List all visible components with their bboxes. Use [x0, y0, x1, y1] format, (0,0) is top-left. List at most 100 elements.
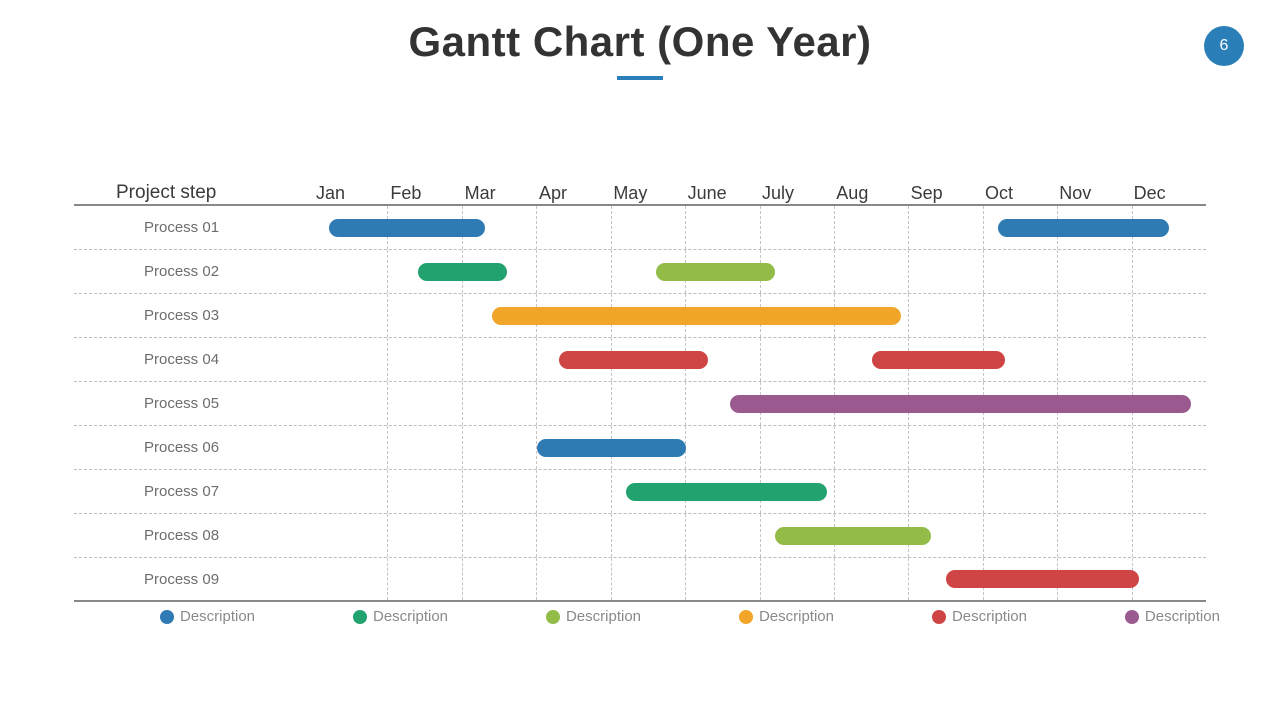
- gantt-bar: [626, 483, 827, 501]
- slide-title: Gantt Chart (One Year): [0, 18, 1280, 66]
- grid-line: [685, 426, 759, 469]
- grid-line: [314, 470, 387, 513]
- grid-line: [1132, 426, 1206, 469]
- grid-line: [462, 338, 536, 381]
- legend-swatch: [932, 610, 946, 624]
- month-headers: JanFebMarAprMayJuneJulyAugSepOctNovDec: [314, 183, 1206, 204]
- legend-item: Description: [932, 608, 1027, 625]
- gantt-bar: [492, 307, 901, 325]
- row-label: Process 04: [74, 351, 314, 368]
- grid-line: [611, 558, 685, 600]
- gantt-bar: [998, 219, 1169, 237]
- row-label: Process 02: [74, 263, 314, 280]
- grid-line: [387, 426, 461, 469]
- title-block: Gantt Chart (One Year): [0, 0, 1280, 80]
- gantt-header-row: Project step JanFebMarAprMayJuneJulyAugS…: [74, 168, 1206, 206]
- legend-label: Description: [373, 608, 448, 625]
- grid-line: [387, 470, 461, 513]
- row-label: Process 06: [74, 439, 314, 456]
- grid-lines: [314, 514, 1206, 557]
- legend-label: Description: [180, 608, 255, 625]
- gantt-bar: [329, 219, 485, 237]
- month-header: Apr: [537, 183, 611, 204]
- grid-line: [908, 470, 982, 513]
- grid-lines: [314, 338, 1206, 381]
- grid-line: [1132, 250, 1206, 293]
- grid-line: [536, 250, 610, 293]
- legend-swatch: [353, 610, 367, 624]
- grid-line: [1132, 470, 1206, 513]
- gantt-bar: [559, 351, 708, 369]
- row-grid: [314, 338, 1206, 381]
- grid-line: [536, 470, 610, 513]
- grid-line: [462, 382, 536, 425]
- gantt-row: Process 01: [74, 206, 1206, 250]
- legend-swatch: [739, 610, 753, 624]
- month-header: Mar: [463, 183, 537, 204]
- grid-line: [760, 558, 834, 600]
- month-header: May: [611, 183, 685, 204]
- gantt-row: Process 04: [74, 338, 1206, 382]
- gantt-bar: [872, 351, 1006, 369]
- grid-line: [834, 470, 908, 513]
- grid-line: [314, 338, 387, 381]
- grid-line: [834, 206, 908, 249]
- grid-line: [834, 558, 908, 600]
- gantt-row: Process 09: [74, 558, 1206, 602]
- row-grid: [314, 514, 1206, 557]
- grid-line: [387, 558, 461, 600]
- row-grid: [314, 558, 1206, 600]
- gantt-row: Process 05: [74, 382, 1206, 426]
- legend-item: Description: [353, 608, 448, 625]
- grid-line: [685, 206, 759, 249]
- grid-line: [314, 514, 387, 557]
- grid-line: [387, 294, 461, 337]
- grid-line: [983, 426, 1057, 469]
- legend-item: Description: [160, 608, 255, 625]
- gantt-rows: Process 01Process 02Process 03Process 04…: [74, 206, 1206, 602]
- grid-line: [983, 514, 1057, 557]
- row-grid: [314, 470, 1206, 513]
- grid-line: [611, 382, 685, 425]
- legend-item: Description: [739, 608, 834, 625]
- legend-label: Description: [952, 608, 1027, 625]
- grid-line: [908, 426, 982, 469]
- grid-line: [834, 250, 908, 293]
- gantt-bar: [775, 527, 931, 545]
- grid-line: [536, 382, 610, 425]
- month-header: Sep: [909, 183, 983, 204]
- legend-item: Description: [1125, 608, 1220, 625]
- grid-line: [314, 294, 387, 337]
- grid-line: [834, 426, 908, 469]
- grid-line: [1057, 294, 1131, 337]
- row-grid: [314, 426, 1206, 469]
- row-grid: [314, 382, 1206, 425]
- grid-line: [536, 206, 610, 249]
- grid-line: [1132, 558, 1206, 600]
- month-header: Feb: [388, 183, 462, 204]
- row-grid: [314, 294, 1206, 337]
- grid-line: [536, 558, 610, 600]
- grid-line: [1132, 514, 1206, 557]
- grid-line: [462, 470, 536, 513]
- grid-line: [387, 338, 461, 381]
- grid-line: [536, 514, 610, 557]
- grid-line: [760, 338, 834, 381]
- grid-line: [314, 426, 387, 469]
- gantt-row: Process 08: [74, 514, 1206, 558]
- gantt-row: Process 06: [74, 426, 1206, 470]
- row-grid: [314, 250, 1206, 293]
- month-header: Aug: [834, 183, 908, 204]
- month-header: Oct: [983, 183, 1057, 204]
- grid-line: [760, 206, 834, 249]
- gantt-bar: [730, 395, 1191, 413]
- row-label: Process 07: [74, 483, 314, 500]
- grid-line: [1057, 250, 1131, 293]
- grid-line: [685, 558, 759, 600]
- legend-label: Description: [566, 608, 641, 625]
- legend-label: Description: [759, 608, 834, 625]
- row-label: Process 08: [74, 527, 314, 544]
- gantt-bar: [418, 263, 507, 281]
- page-number: 6: [1220, 37, 1229, 55]
- row-label: Process 09: [74, 571, 314, 588]
